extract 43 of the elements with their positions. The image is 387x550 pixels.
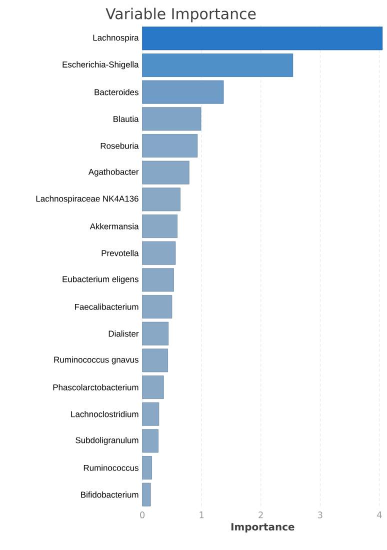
bar: [142, 295, 172, 318]
y-tick-label: Agathobacter: [88, 168, 139, 177]
bar: [142, 26, 383, 50]
bar: [142, 322, 169, 346]
y-tick-label: Eubacterium eligens: [62, 276, 138, 284]
bar: [142, 160, 190, 184]
bar: [142, 376, 164, 399]
x-tick-label: 3: [318, 512, 322, 518]
y-tick-label: Lachnospira: [93, 34, 139, 42]
x-tick-label: 4: [377, 512, 382, 518]
x-axis-title: Importance: [231, 523, 294, 532]
bar: [142, 482, 151, 506]
y-tick-label: Bifidobacterium: [81, 491, 138, 498]
y-tick-label: Akkermansia: [90, 223, 139, 230]
bar: [142, 429, 159, 453]
y-tick-label: Dialister: [108, 330, 139, 337]
x-tick-label: 0: [140, 512, 145, 518]
y-tick-label: Subdoligranulum: [76, 436, 138, 445]
bar: [142, 134, 198, 158]
y-tick-label: Blautia: [114, 116, 139, 122]
y-tick-label: Phascolarctobacterium: [53, 384, 138, 390]
y-tick-label: Prevotella: [102, 250, 139, 256]
y-tick-label: Lachnospiraceae NK4A136: [36, 195, 138, 204]
y-tick-label: Ruminococcus: [84, 464, 138, 471]
chart-title: Variable Importance: [106, 8, 256, 22]
bar: [142, 54, 294, 77]
bar: [142, 188, 180, 212]
bar: [142, 80, 224, 104]
y-tick-label: Faecalibacterium: [74, 304, 138, 310]
y-tick-label: Escherichia-Shigella: [62, 61, 139, 70]
y-tick-label: Bacteroides: [94, 88, 138, 96]
bar: [142, 348, 168, 372]
x-tick-label: 2: [258, 512, 263, 518]
x-tick-label: 1: [200, 512, 204, 518]
bar: [142, 456, 152, 480]
y-tick-label: Roseburia: [100, 142, 139, 149]
bar: [142, 402, 160, 426]
bar: [142, 214, 178, 238]
bar: [142, 107, 202, 131]
y-tick-label: Lachnoclostridium: [71, 410, 138, 418]
bar: [142, 268, 174, 292]
bar: [142, 241, 176, 265]
y-tick-label: Ruminococcus gnavus: [54, 356, 138, 364]
